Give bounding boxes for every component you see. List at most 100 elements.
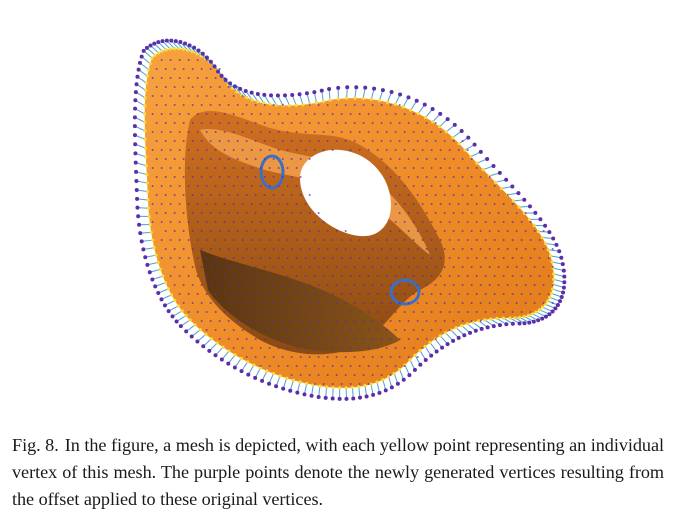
surface-vertex [322, 221, 325, 223]
offset-vertex [143, 255, 148, 260]
surface-vertex [245, 194, 248, 196]
surface-vertex [200, 104, 203, 106]
surface-vertex [200, 194, 203, 196]
surface-vertex [371, 356, 374, 358]
original-vertex [375, 380, 379, 384]
surface-vertex [286, 347, 289, 349]
surface-vertex [259, 347, 262, 349]
offset-vertex [150, 277, 155, 282]
surface-vertex [250, 221, 253, 223]
surface-vertex [434, 176, 437, 178]
surface-vertex [470, 230, 473, 232]
surface-vertex [218, 68, 221, 70]
surface-vertex [511, 311, 514, 313]
surface-vertex [155, 194, 158, 196]
surface-vertex [389, 302, 392, 304]
original-vertex [147, 68, 151, 72]
surface-vertex [182, 248, 185, 250]
surface-vertex [191, 230, 194, 232]
surface-vertex [160, 77, 163, 79]
surface-vertex [511, 221, 514, 223]
offset-vertex [153, 284, 158, 289]
surface-vertex [259, 221, 262, 223]
offset-vertex [473, 328, 478, 333]
surface-vertex [182, 176, 185, 178]
surface-vertex [457, 275, 460, 277]
surface-vertex [461, 230, 464, 232]
original-vertex [163, 281, 168, 285]
surface-vertex [443, 284, 446, 286]
surface-vertex [331, 347, 334, 349]
surface-vertex [335, 320, 338, 322]
surface-vertex [457, 185, 460, 187]
surface-vertex [331, 275, 334, 277]
surface-vertex [497, 248, 500, 250]
surface-vertex [466, 149, 469, 151]
surface-vertex [200, 86, 203, 88]
surface-vertex [178, 257, 181, 259]
surface-vertex [290, 302, 293, 304]
surface-vertex [403, 131, 406, 133]
surface-vertex [178, 167, 181, 169]
surface-vertex [277, 167, 280, 169]
surface-vertex [236, 212, 239, 214]
offset-vertex [148, 43, 153, 48]
surface-vertex [214, 257, 217, 259]
mesh-figure [132, 38, 567, 401]
surface-vertex [290, 320, 293, 322]
surface-vertex [268, 257, 271, 259]
original-vertex [423, 344, 427, 349]
surface-vertex [304, 293, 307, 295]
surface-vertex [394, 185, 397, 187]
original-vertex [508, 316, 512, 320]
surface-vertex [394, 365, 397, 367]
original-vertex [215, 341, 219, 345]
surface-vertex [205, 311, 208, 313]
offset-vertex [364, 394, 369, 399]
surface-vertex [425, 140, 428, 142]
surface-vertex [281, 320, 284, 322]
offset-vertex [371, 392, 376, 397]
surface-vertex [250, 275, 253, 277]
surface-vertex [430, 275, 433, 277]
surface-vertex [398, 176, 401, 178]
offset-vertex [551, 236, 556, 241]
surface-vertex [349, 329, 352, 331]
surface-vertex [178, 275, 181, 277]
surface-vertex [439, 203, 442, 205]
surface-vertex [200, 140, 203, 142]
surface-vertex [524, 230, 527, 232]
surface-vertex [448, 257, 451, 259]
surface-vertex [412, 185, 415, 187]
surface-vertex [272, 194, 275, 196]
surface-vertex [515, 230, 518, 232]
surface-vertex [200, 320, 203, 322]
surface-vertex [326, 248, 329, 250]
surface-vertex [358, 257, 361, 259]
surface-vertex [223, 275, 226, 277]
surface-vertex [164, 248, 167, 250]
surface-vertex [295, 293, 298, 295]
surface-vertex [268, 185, 271, 187]
surface-vertex [452, 248, 455, 250]
surface-vertex [299, 356, 302, 358]
surface-vertex [407, 176, 410, 178]
offset-vertex [312, 90, 317, 95]
surface-vertex [299, 320, 302, 322]
original-vertex [451, 135, 455, 140]
surface-vertex [421, 329, 424, 331]
surface-vertex [209, 194, 212, 196]
surface-vertex [362, 356, 365, 358]
surface-vertex [304, 149, 307, 151]
original-vertex [385, 100, 390, 104]
surface-vertex [407, 284, 410, 286]
offset-vertex [479, 326, 484, 331]
offset-vertex [383, 388, 388, 393]
surface-vertex [412, 203, 415, 205]
figure-label: Fig. 8. [12, 435, 59, 455]
surface-vertex [421, 293, 424, 295]
surface-vertex [286, 239, 289, 241]
offset-vertex [196, 48, 201, 53]
surface-vertex [479, 194, 482, 196]
surface-vertex [331, 257, 334, 259]
